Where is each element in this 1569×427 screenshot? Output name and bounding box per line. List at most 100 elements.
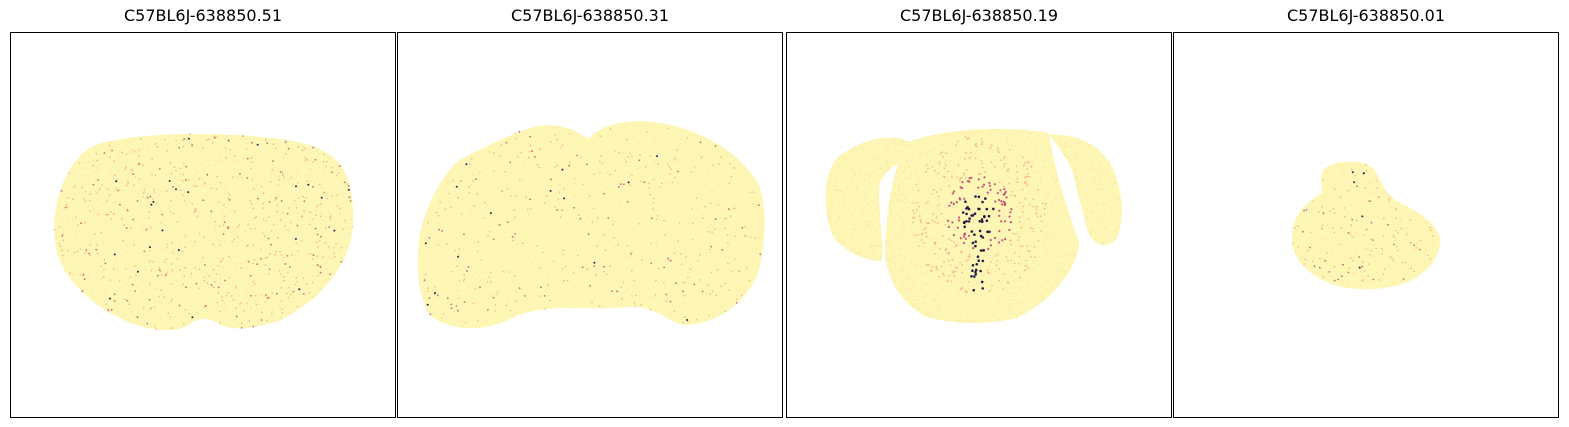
expression-dot [110,172,113,175]
expression-dot [944,308,946,310]
expression-dot [1098,159,1101,162]
expression-dot [844,224,846,227]
expression-dot [1394,229,1397,232]
expression-dot [1333,279,1336,282]
expression-dot [168,207,170,210]
expression-dot [1046,232,1048,234]
expression-dot [905,284,908,286]
expression-dot [1030,165,1032,167]
expression-dot [102,203,105,205]
expression-dot [966,319,968,322]
expression-dot [449,258,451,261]
expression-dot [300,189,302,191]
expression-dot [1076,141,1078,143]
expression-dot [544,308,546,310]
expression-dot [284,241,286,243]
expression-dot [307,162,309,165]
expression-dot [969,173,972,175]
expression-dot [893,142,895,145]
expression-dot [88,252,91,255]
expression-dot [573,206,575,209]
expression-dot [958,249,960,252]
expression-dot [1028,149,1030,152]
expression-dot [1052,235,1054,237]
expression-dot [993,183,996,186]
expression-dot [1312,200,1315,202]
expression-dot [80,157,83,159]
expression-dot [655,228,658,230]
expression-dot [547,189,549,191]
expression-dot [953,229,955,231]
expression-dot [1401,279,1403,282]
expression-dot [174,280,176,282]
expression-dot [1006,169,1009,172]
expression-dot [625,160,627,163]
expression-dot [168,303,171,305]
expression-dot [147,193,149,195]
expression-dot [1018,305,1020,307]
expression-dot [721,298,723,301]
expression-dot [731,270,733,273]
expression-dot [860,169,862,171]
expression-dot [692,222,695,225]
expression-dot [672,305,674,307]
expression-dot [972,320,975,323]
expression-dot [130,311,132,313]
expression-dot [834,196,836,199]
expression-dot [967,185,969,187]
expression-dot [217,194,219,196]
expression-dot [965,244,967,246]
expression-dot [150,239,152,242]
expression-dot [686,197,688,200]
expression-dot [290,221,292,224]
expression-dot [1077,185,1079,188]
expression-dot [189,276,191,278]
expression-dot [138,162,141,165]
expression-dot [602,306,605,309]
expression-dot [251,161,253,163]
expression-dot [917,298,919,300]
expression-dot [918,138,920,141]
expression-dot [233,195,236,197]
expression-dot [582,183,584,186]
expression-dot [212,286,215,289]
expression-dot [1016,206,1019,208]
expression-dot [539,267,542,269]
expression-dot [319,203,322,205]
expression-dot [1026,283,1029,285]
expression-dot [1105,220,1108,222]
expression-dot [954,245,957,247]
expression-dot [642,256,644,258]
expression-dot [831,202,833,204]
expression-dot [274,280,276,282]
expression-dot [1104,211,1106,213]
expression-dot [522,275,524,277]
expression-dot [1068,270,1070,272]
expression-dot [652,208,654,210]
expression-dot [948,275,950,277]
expression-dot [1002,309,1004,311]
expression-dot [974,299,977,301]
expression-dot [328,205,331,207]
expression-dot [513,136,515,138]
expression-dot [215,188,218,190]
expression-dot [240,199,242,202]
expression-dot [1320,236,1322,238]
expression-dot [987,194,989,196]
expression-dot [1113,176,1116,178]
expression-dot [296,224,299,227]
expression-dot [182,173,185,176]
expression-dot [929,282,932,284]
expression-dot [1046,251,1048,254]
expression-dot [169,262,171,265]
expression-dot [226,155,228,158]
expression-dot [151,259,153,262]
expression-dot [85,155,87,157]
expression-dot [271,287,273,290]
expression-dot [1347,211,1349,213]
expression-dot [1371,193,1373,195]
expression-dot [218,291,220,293]
expression-dot [346,178,349,180]
expression-dot [934,282,936,284]
expression-dot [947,225,950,228]
